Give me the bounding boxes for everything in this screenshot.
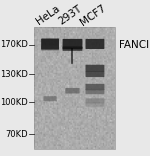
Text: 100KD: 100KD xyxy=(0,98,28,107)
Text: 70KD: 70KD xyxy=(6,130,28,139)
FancyBboxPatch shape xyxy=(41,39,59,49)
FancyBboxPatch shape xyxy=(63,46,82,51)
FancyBboxPatch shape xyxy=(85,89,104,94)
Text: 170KD: 170KD xyxy=(0,41,28,49)
FancyBboxPatch shape xyxy=(44,96,57,101)
FancyBboxPatch shape xyxy=(85,84,104,90)
Text: FANCI: FANCI xyxy=(119,40,149,50)
FancyBboxPatch shape xyxy=(65,88,80,93)
Text: MCF7: MCF7 xyxy=(78,3,107,28)
FancyBboxPatch shape xyxy=(85,39,104,49)
FancyBboxPatch shape xyxy=(41,45,59,50)
Text: HeLa: HeLa xyxy=(34,4,61,27)
FancyBboxPatch shape xyxy=(85,102,104,107)
FancyBboxPatch shape xyxy=(85,71,104,77)
FancyBboxPatch shape xyxy=(63,39,82,49)
Text: 130KD: 130KD xyxy=(0,70,28,78)
FancyBboxPatch shape xyxy=(85,98,104,103)
Text: 293T: 293T xyxy=(57,4,84,27)
FancyBboxPatch shape xyxy=(34,27,115,149)
FancyBboxPatch shape xyxy=(85,65,104,72)
